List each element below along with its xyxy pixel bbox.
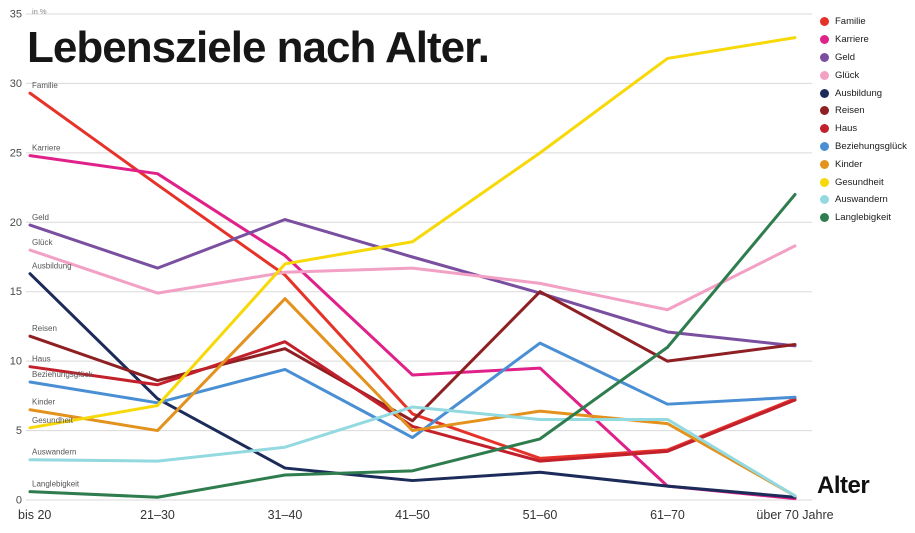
legend-item-beziehungsgluck: Beziehungsglück — [820, 138, 915, 156]
legend-item-auswandern: Auswandern — [820, 191, 915, 209]
legend-item-gesundheit: Gesundheit — [820, 173, 915, 191]
legend-label: Haus — [835, 123, 858, 135]
series-start-label-beziehungsgluck: Beziehungsglück — [32, 370, 93, 379]
series-start-label-reisen: Reisen — [32, 324, 57, 333]
x-axis-title: Alter — [817, 472, 870, 499]
legend-dot-gesundheit — [820, 177, 829, 187]
legend-label: Geld — [835, 51, 856, 63]
x-tick-label: 61–70 — [650, 508, 685, 522]
legend-dot-reisen — [820, 106, 829, 116]
series-start-label-auswandern: Auswandern — [32, 448, 76, 457]
series-start-label-gluck: Glück — [32, 238, 53, 247]
legend-item-familie: Familie — [820, 13, 915, 31]
series-line-gesundheit — [28, 36, 797, 430]
legend-dot-langlebigkeit — [820, 213, 829, 223]
series-line-haus — [28, 340, 797, 463]
legend-item-reisen: Reisen — [820, 102, 915, 120]
chart-title: Lebensziele nach Alter. — [27, 23, 490, 72]
legend-label: Karriere — [835, 34, 869, 46]
legend-label: Familie — [835, 16, 866, 28]
legend-label: Beziehungsglück — [835, 140, 907, 152]
series-start-label-haus: Haus — [32, 355, 51, 364]
series-start-label-familie: Familie — [32, 81, 58, 90]
series-start-label-karriere: Karriere — [32, 144, 61, 153]
legend-dot-ausbildung — [820, 88, 829, 98]
series-line-geld — [28, 218, 797, 348]
series-start-label-ausbildung: Ausbildung — [32, 262, 72, 271]
legend-item-karriere: Karriere — [820, 31, 915, 49]
legend-item-haus: Haus — [820, 120, 915, 138]
legend-dot-auswandern — [820, 195, 829, 205]
x-tick-label: über 70 Jahre — [756, 508, 833, 522]
series-start-label-gesundheit: Gesundheit — [32, 416, 74, 425]
y-tick-label: 0 — [16, 495, 22, 507]
series-start-label-geld: Geld — [32, 213, 49, 222]
x-tick-label: 41–50 — [395, 508, 430, 522]
series-start-label-kinder: Kinder — [32, 398, 55, 407]
legend-dot-kinder — [820, 159, 829, 169]
series-line-kinder — [28, 297, 797, 498]
series-line-langlebigkeit — [28, 193, 797, 499]
y-tick-label: 5 — [16, 425, 22, 437]
y-tick-label: 20 — [10, 217, 22, 229]
legend-dot-geld — [820, 52, 829, 62]
legend-dot-gluck — [820, 70, 829, 80]
legend-label: Langlebigkeit — [835, 212, 891, 224]
y-tick-label: 30 — [10, 78, 22, 90]
y-tick-label: 25 — [10, 147, 22, 159]
legend-label: Reisen — [835, 105, 865, 117]
legend-dot-beziehungsgluck — [820, 141, 829, 151]
legend-item-langlebigkeit: Langlebigkeit — [820, 209, 915, 227]
legend-dot-karriere — [820, 35, 829, 45]
y-axis-unit-label: in % — [32, 7, 47, 16]
legend-item-kinder: Kinder — [820, 155, 915, 173]
x-tick-label: 21–30 — [140, 508, 175, 522]
series-line-gluck — [28, 244, 797, 312]
legend-dot-familie — [820, 17, 829, 27]
legend-label: Ausbildung — [835, 87, 883, 99]
legend-dot-haus — [820, 124, 829, 134]
legend: Familie Karriere Geld Glück Ausbildung Reisen… — [820, 13, 915, 227]
legend-label: Kinder — [835, 158, 863, 170]
series-line-auswandern — [28, 405, 797, 498]
series-start-label-langlebigkeit: Langlebigkeit — [32, 480, 80, 489]
legend-label: Gesundheit — [835, 176, 884, 188]
legend-item-ausbildung: Ausbildung — [820, 84, 915, 102]
x-tick-label: 51–60 — [523, 508, 558, 522]
series-line-beziehungsgluck — [28, 341, 797, 440]
series-line-ausbildung — [28, 272, 797, 499]
legend-item-gluck: Glück — [820, 66, 915, 84]
y-tick-label: 35 — [10, 9, 22, 21]
legend-label: Auswandern — [835, 194, 888, 206]
legend-label: Glück — [835, 69, 860, 81]
x-tick-label: bis 20 — [18, 508, 51, 522]
x-tick-label: 31–40 — [268, 508, 303, 522]
series-line-reisen — [28, 290, 797, 423]
legend-item-geld: Geld — [820, 49, 915, 67]
y-tick-label: 15 — [10, 286, 22, 298]
y-tick-label: 10 — [10, 356, 22, 368]
